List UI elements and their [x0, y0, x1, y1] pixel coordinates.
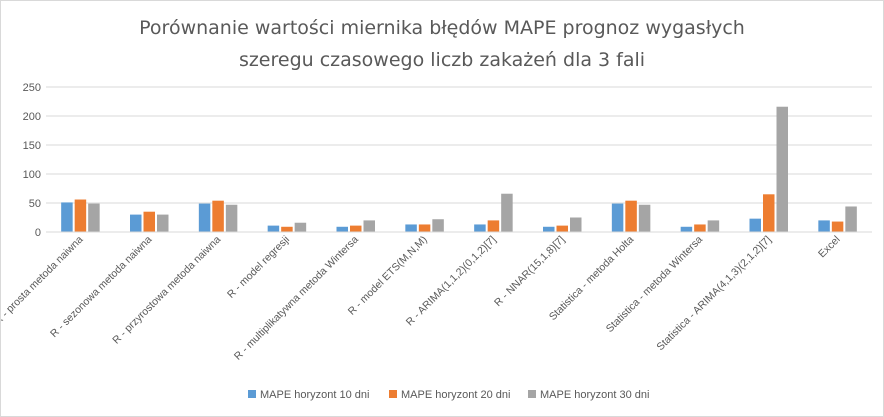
bar [281, 226, 293, 232]
bar [543, 226, 555, 232]
chart-title: Porównanie wartości miernika błędów MAPE… [139, 17, 745, 71]
bar [818, 220, 830, 232]
bars [61, 106, 857, 232]
bar [432, 219, 444, 232]
bar [625, 200, 637, 232]
bar [61, 202, 73, 232]
bar [694, 224, 706, 232]
bar [267, 225, 280, 232]
bar [363, 220, 375, 232]
y-tick-label: 50 [29, 198, 41, 210]
y-tick-label: 150 [23, 140, 41, 152]
bar [487, 220, 500, 232]
bar [130, 214, 142, 232]
bar [418, 224, 431, 232]
bar [225, 204, 238, 232]
bar [350, 225, 362, 232]
bar [405, 224, 417, 232]
bar [831, 221, 844, 232]
bar [501, 193, 513, 232]
legend-swatch [248, 390, 256, 398]
y-tick-label: 100 [23, 169, 41, 181]
x-category-label: Statistica - ARIMA(4,1,3)(2,1,2)[7] [654, 234, 774, 354]
gridlines [46, 86, 872, 204]
bar [680, 226, 693, 232]
x-category-label: R - model ETS(M,N,M) [346, 234, 430, 318]
legend-label: MAPE horyzont 20 dni [401, 389, 510, 401]
bar [570, 217, 582, 232]
bar [88, 203, 100, 232]
bar [845, 206, 857, 232]
bar [212, 200, 224, 232]
x-category-label: R - model regresji [225, 234, 292, 301]
y-tick-label: 250 [23, 82, 41, 94]
bar [707, 220, 720, 232]
x-category-label: R - multiplikatywna metoda Wintersa [232, 234, 361, 363]
bar [474, 224, 486, 232]
bar [749, 218, 761, 232]
bar [157, 214, 169, 232]
y-tick-label: 200 [23, 111, 41, 123]
bar [556, 225, 568, 232]
x-category-label: R - przyrostowa metoda naiwna [110, 234, 223, 347]
bar [776, 106, 788, 232]
x-category-label: R - NNAR(15,1,8)[7] [492, 234, 567, 309]
bar [198, 203, 211, 232]
x-category-label: Excel [816, 234, 843, 261]
bar [611, 203, 624, 232]
bar [763, 194, 775, 232]
bar [294, 222, 307, 232]
legend: MAPE horyzont 10 dni MAPE horyzont 20 dni… [248, 389, 649, 401]
y-axis-ticks: 0 50 100 150 200 250 [23, 82, 41, 239]
bar [74, 199, 87, 232]
legend-label: MAPE horyzont 30 dni [540, 389, 649, 401]
legend-swatch [389, 390, 397, 398]
chart-title-line-2: szeregu czasowego liczb zakażeń dla 3 fa… [239, 49, 645, 71]
chart-title-line-1: Porównanie wartości miernika błędów MAPE… [139, 17, 745, 39]
y-tick-label: 0 [35, 227, 41, 239]
legend-swatch [528, 390, 536, 398]
bar [143, 211, 155, 232]
legend-label: MAPE horyzont 10 dni [260, 389, 369, 401]
bar [336, 226, 348, 232]
bar [638, 204, 651, 232]
